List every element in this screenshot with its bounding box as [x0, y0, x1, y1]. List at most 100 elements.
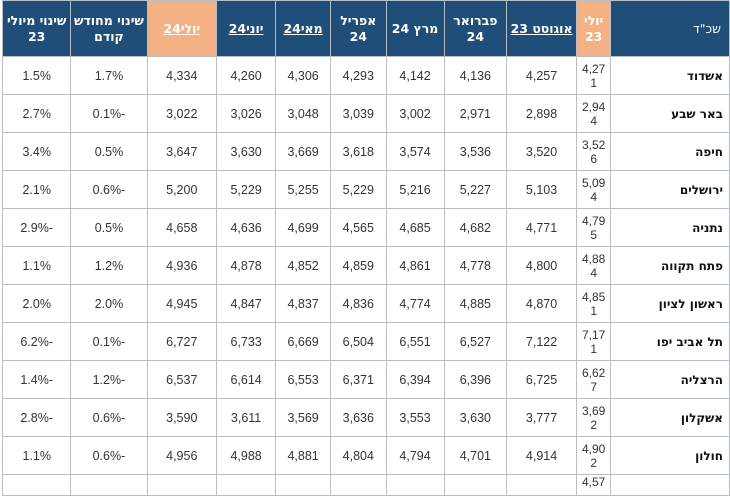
header-aug23-label: אוגוסט 23 — [510, 20, 573, 36]
cell-mar24: 6,394 — [385, 360, 445, 399]
cell-aug23: 6,725 — [506, 360, 577, 399]
header-mom: שינוי מחודש קודם — [70, 0, 148, 57]
cell-jul24: 4,334 — [146, 56, 218, 95]
cell-feb24: 4,136 — [443, 56, 508, 95]
cell-apr24: 6,504 — [330, 322, 387, 361]
cell-jul23: 3,526 — [575, 132, 612, 171]
cell-jun24: 4,988 — [216, 436, 277, 475]
header-city: שכ"ד — [610, 0, 730, 57]
header-mar24: מרץ 24 — [385, 0, 445, 57]
cell-city: נתניה — [610, 208, 730, 247]
header-jul24: יולי24 — [146, 0, 218, 57]
cell-feb24: 6,527 — [443, 322, 508, 361]
cell-city — [610, 474, 730, 496]
cell-apr24: 3,636 — [330, 398, 387, 437]
cell-apr24: 4,293 — [330, 56, 387, 95]
cell-jul23-value: 6,627 — [581, 365, 606, 394]
cell-mom: -0.1% — [70, 94, 148, 133]
table-row: אשדוד 4,271 4,257 4,136 4,142 4,293 4,306 4,260… — [1, 56, 730, 95]
cell-city: פתח תקווה — [610, 246, 730, 285]
table-row: פתח תקווה 4,884 4,800 4,778 4,861 4,859 4,852 4… — [1, 246, 730, 285]
cell-may24 — [275, 474, 332, 496]
table-row: ירושלים 5,094 5,103 5,227 5,216 5,229 5,255 5,2… — [1, 170, 730, 209]
cell-may24: 4,837 — [275, 284, 332, 323]
header-feb24: פברואר 24 — [443, 0, 508, 57]
cell-jun24: 3,026 — [216, 94, 277, 133]
cell-jun24: 6,614 — [216, 360, 277, 399]
cell-jul24: 5,200 — [146, 170, 218, 209]
cell-jun24: 4,878 — [216, 246, 277, 285]
cell-aug23: 4,771 — [506, 208, 577, 247]
cell-yoy: 1.5% — [1, 56, 72, 95]
cell-mom: -0.1% — [70, 322, 148, 361]
cell-mom: 1.2% — [70, 246, 148, 285]
header-may24-label: מאי24 — [283, 20, 323, 36]
cell-yoy: 2.7% — [1, 94, 72, 133]
cell-jul23: 5,094 — [575, 170, 612, 209]
cell-aug23: 4,870 — [506, 284, 577, 323]
cell-yoy: 1.1% — [1, 246, 72, 285]
cell-apr24 — [330, 474, 387, 496]
cell-jun24: 4,847 — [216, 284, 277, 323]
cell-jul23-value: 3,526 — [581, 137, 606, 166]
cell-jul23-value: 4,884 — [581, 251, 606, 280]
cell-jun24: 3,630 — [216, 132, 277, 171]
cell-yoy: 1.1% — [1, 436, 72, 475]
cell-may24: 3,048 — [275, 94, 332, 133]
cell-jul23-value: 4,57 — [581, 475, 606, 490]
cell-mar24: 4,142 — [385, 56, 445, 95]
cell-feb24: 2,971 — [443, 94, 508, 133]
cell-jul23: 2,944 — [575, 94, 612, 133]
cell-jul24: 4,658 — [146, 208, 218, 247]
cell-jul24 — [146, 474, 218, 496]
cell-aug23 — [506, 474, 577, 496]
cell-jul24: 3,647 — [146, 132, 218, 171]
cell-may24: 4,699 — [275, 208, 332, 247]
cell-may24: 3,669 — [275, 132, 332, 171]
cell-mom — [70, 474, 148, 496]
table-row: חיפה 3,526 3,520 3,536 3,574 3,618 3,669 3,630 3… — [1, 132, 730, 171]
header-row: שכ"ד יולי 23 אוגוסט 23 פברואר 24 מרץ 24 … — [1, 0, 730, 57]
cell-mar24: 4,685 — [385, 208, 445, 247]
header-jun24-label: יוני24 — [228, 20, 264, 36]
cell-jul23-value: 5,094 — [581, 175, 606, 204]
cell-feb24: 4,682 — [443, 208, 508, 247]
cell-jul23: 4,902 — [575, 436, 612, 475]
cell-aug23: 4,914 — [506, 436, 577, 475]
cell-city: באר שבע — [610, 94, 730, 133]
cell-city: חולון — [610, 436, 730, 475]
cell-jul24: 4,945 — [146, 284, 218, 323]
cell-feb24: 4,701 — [443, 436, 508, 475]
cell-apr24: 3,039 — [330, 94, 387, 133]
cell-yoy: -6.2% — [1, 322, 72, 361]
cell-jul23-value: 4,271 — [581, 61, 606, 90]
cell-jul23-value: 4,795 — [581, 213, 606, 242]
cell-mar24: 4,861 — [385, 246, 445, 285]
cell-city: אשדוד — [610, 56, 730, 95]
cell-jul23-value: 7,171 — [581, 327, 606, 356]
table-row: אשקלון 3,692 3,777 3,630 3,553 3,636 3,569 3,61… — [1, 398, 730, 437]
cell-apr24: 4,859 — [330, 246, 387, 285]
cell-apr24: 3,618 — [330, 132, 387, 171]
cell-yoy: 2.1% — [1, 170, 72, 209]
cell-may24: 4,306 — [275, 56, 332, 95]
table-row: נתניה 4,795 4,771 4,682 4,685 4,565 4,699 4,636… — [1, 208, 730, 247]
cell-city: ראשון לציון — [610, 284, 730, 323]
cell-jul23: 4,851 — [575, 284, 612, 323]
cell-jul23: 4,795 — [575, 208, 612, 247]
cell-apr24: 4,836 — [330, 284, 387, 323]
table-body: אשדוד 4,271 4,257 4,136 4,142 4,293 4,306 4,260… — [1, 56, 730, 496]
cell-yoy — [1, 474, 72, 496]
cell-jul23-value: 4,851 — [581, 289, 606, 318]
cell-aug23: 2,898 — [506, 94, 577, 133]
cell-mom: 2.0% — [70, 284, 148, 323]
cell-may24: 6,553 — [275, 360, 332, 399]
cell-jun24: 5,229 — [216, 170, 277, 209]
cell-mom: -0.6% — [70, 398, 148, 437]
cell-jul24: 4,936 — [146, 246, 218, 285]
header-jun24: יוני24 — [216, 0, 277, 57]
cell-feb24: 3,630 — [443, 398, 508, 437]
cell-apr24: 5,229 — [330, 170, 387, 209]
cell-city: חיפה — [610, 132, 730, 171]
cell-may24: 5,255 — [275, 170, 332, 209]
